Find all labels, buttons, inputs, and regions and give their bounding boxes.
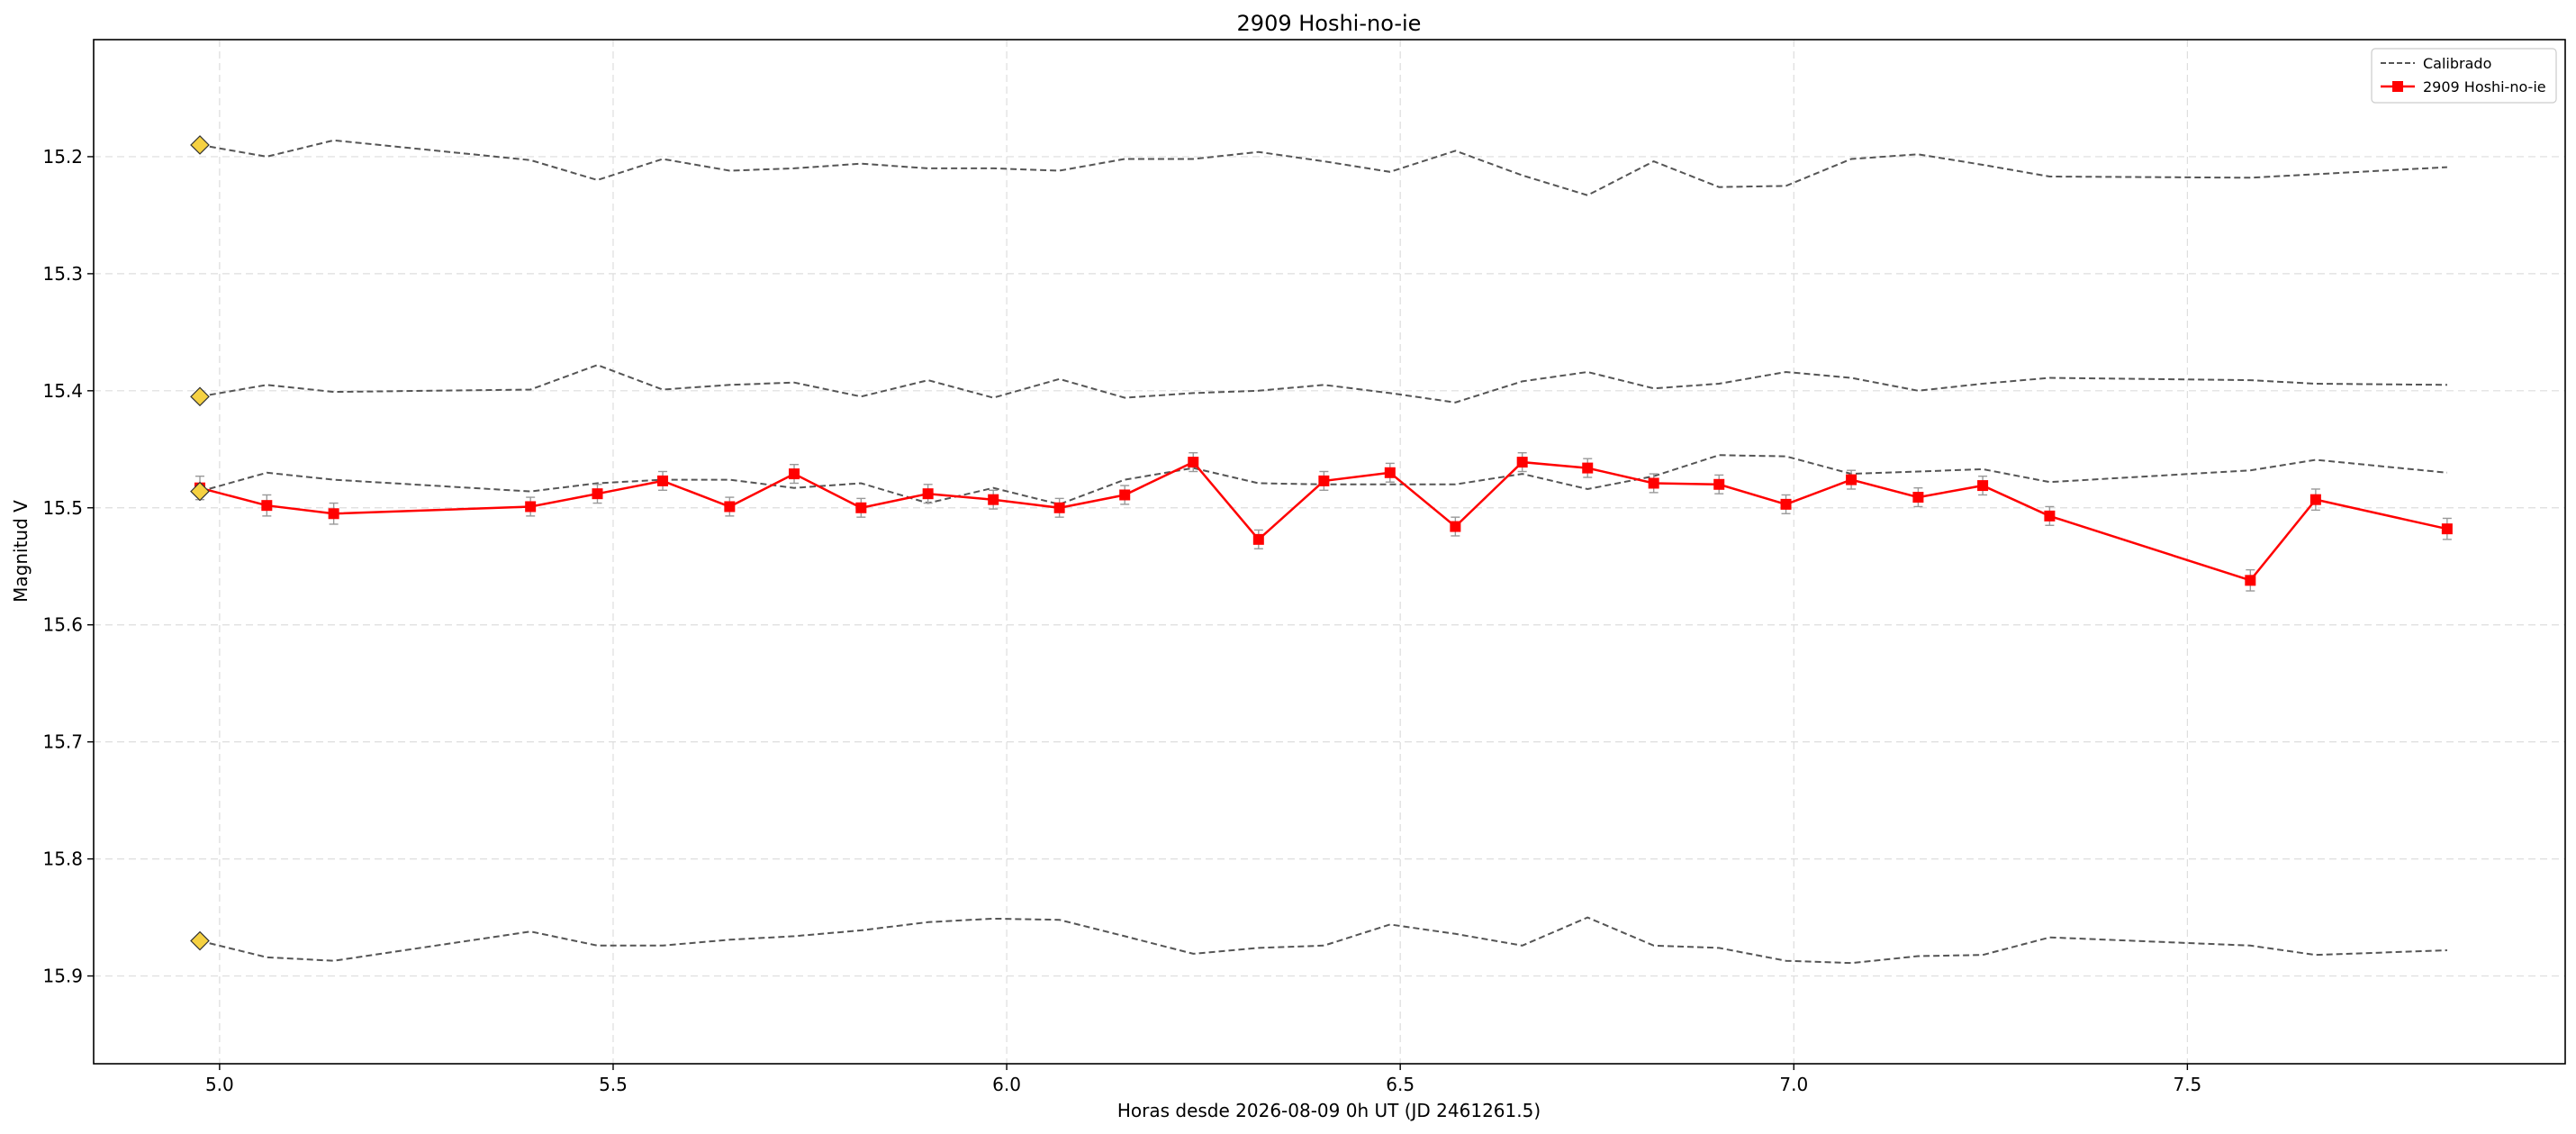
series-layer xyxy=(194,139,2453,965)
y-tick-label: 15.8 xyxy=(42,848,83,870)
x-tick-label: 5.0 xyxy=(205,1074,234,1095)
target-point xyxy=(1119,489,1131,501)
x-tick-label: 6.0 xyxy=(992,1074,1021,1095)
target-point xyxy=(1780,498,1792,510)
legend-box xyxy=(2371,48,2557,104)
target-point xyxy=(592,488,603,500)
target-point xyxy=(1188,457,1199,468)
legend-target-marker xyxy=(2392,81,2403,92)
y-tick-label: 15.2 xyxy=(42,146,83,168)
series-0 xyxy=(199,139,2447,196)
y-tick-label: 15.3 xyxy=(42,263,83,285)
x-tick-label: 6.5 xyxy=(1386,1074,1415,1095)
y-tick-label: 15.5 xyxy=(42,497,83,519)
target-point xyxy=(1053,502,1065,513)
y-tick-label: 15.6 xyxy=(42,614,83,636)
target-point xyxy=(2441,523,2453,535)
x-axis: 5.0 5.5 6.0 6.5 7.0 7.5 xyxy=(205,1064,2201,1095)
y-axis-title: Magnitud V xyxy=(10,500,32,603)
series-1 xyxy=(199,364,2447,404)
calibrated-series-line xyxy=(199,454,2447,505)
target-point xyxy=(789,468,800,480)
reference-marker xyxy=(190,386,210,407)
x-tick-label: 7.5 xyxy=(2173,1074,2201,1095)
reference-marker xyxy=(190,481,210,502)
target-point xyxy=(1912,492,1924,503)
target-point xyxy=(328,508,339,520)
target-point xyxy=(657,475,669,486)
target-point xyxy=(922,488,934,500)
target-point xyxy=(1516,457,1528,468)
target-point xyxy=(1713,478,1725,490)
calibrated-series-line xyxy=(199,364,2447,404)
series-3 xyxy=(199,916,2447,965)
x-tick-label: 5.5 xyxy=(599,1074,628,1095)
target-point xyxy=(2309,494,2321,505)
target-point xyxy=(2245,575,2256,586)
series-2 xyxy=(199,454,2447,505)
target-point xyxy=(1384,467,1396,478)
target-point xyxy=(1318,475,1330,486)
target-point xyxy=(1450,521,1461,532)
target-point xyxy=(1582,462,1594,474)
y-tick-label: 15.7 xyxy=(42,731,83,753)
target-series-line xyxy=(199,460,2448,582)
target-point xyxy=(855,502,867,513)
legend: Calibrado 2909 Hoshi-no-ie xyxy=(2371,48,2557,104)
legend-target-label: 2909 Hoshi-no-ie xyxy=(2423,78,2546,95)
x-tick-label: 7.0 xyxy=(1779,1074,1808,1095)
y-axis: 15.2 15.3 15.4 15.5 15.6 15.7 15.8 15.9 xyxy=(42,146,94,987)
reference-marker xyxy=(190,135,210,155)
target-point xyxy=(2044,510,2056,522)
y-tick-label: 15.9 xyxy=(42,966,83,987)
calibrated-series-line xyxy=(199,916,2447,965)
target-point xyxy=(525,501,537,513)
target-point xyxy=(1977,480,1989,492)
target-point xyxy=(988,494,999,505)
plot-frame xyxy=(93,39,2566,1065)
legend-calibrado-label: Calibrado xyxy=(2423,55,2491,72)
reference-markers xyxy=(190,135,210,951)
y-tick-label: 15.4 xyxy=(42,380,83,402)
x-axis-title: Horas desde 2026-08-09 0h UT (JD 2461261… xyxy=(1117,1100,1541,1121)
target-point xyxy=(724,501,736,513)
target-point xyxy=(1648,477,1659,489)
chart-title: 2909 Hoshi-no-ie xyxy=(1237,11,1422,36)
target-point xyxy=(1846,474,1857,485)
target-point xyxy=(261,500,273,512)
reference-marker xyxy=(190,930,210,951)
calibrated-series-line xyxy=(199,139,2447,196)
target-point xyxy=(1252,533,1264,545)
